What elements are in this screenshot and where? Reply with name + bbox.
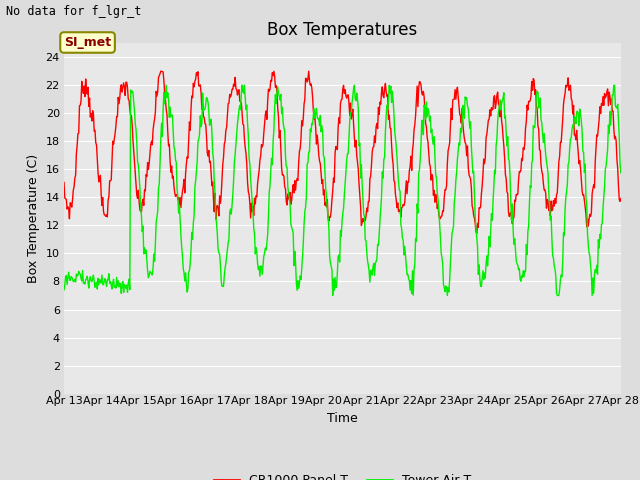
CR1000 Panel T [214,206,222,212]
CR1000 Panel T [428,177,435,183]
Text: No data for f_lgr_t: No data for f_lgr_t [6,5,142,18]
Y-axis label: Box Temperature (C): Box Temperature (C) [27,154,40,283]
X-axis label: Time: Time [327,412,358,425]
CR1000 Panel T [473,230,481,236]
Line: Tower Air T: Tower Air T [64,85,621,296]
CR1000 Panel T [617,195,625,201]
Tower Air T [163,83,170,88]
Tower Air T [428,126,436,132]
Legend: CR1000 Panel T, Tower Air T: CR1000 Panel T, Tower Air T [209,469,476,480]
Tower Air T [127,90,135,96]
Text: SI_met: SI_met [64,36,111,49]
Tower Air T [214,246,222,252]
Tower Air T [617,170,625,176]
Title: Box Temperatures: Box Temperatures [268,21,417,39]
CR1000 Panel T [185,138,193,144]
Tower Air T [70,278,78,284]
CR1000 Panel T [157,68,164,74]
CR1000 Panel T [60,180,68,185]
CR1000 Panel T [127,113,135,119]
Tower Air T [329,293,337,299]
Tower Air T [60,287,68,293]
CR1000 Panel T [70,184,78,190]
Tower Air T [185,269,193,275]
Tower Air T [412,236,419,241]
Line: CR1000 Panel T: CR1000 Panel T [64,71,621,233]
CR1000 Panel T [411,122,419,128]
